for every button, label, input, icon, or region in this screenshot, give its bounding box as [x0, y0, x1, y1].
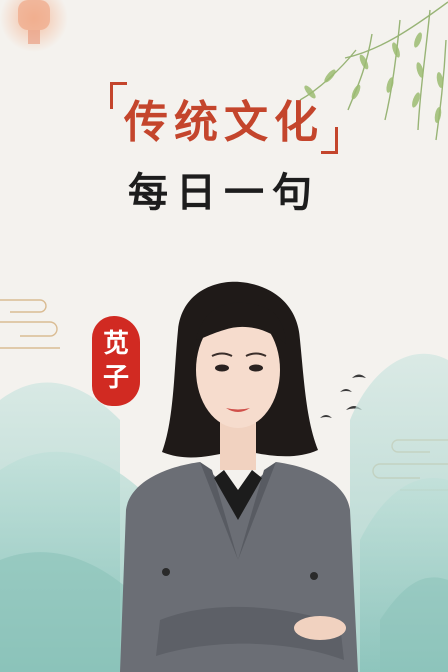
- seal-char-2: 子: [102, 363, 129, 393]
- title-area: 传统文化: [0, 78, 448, 158]
- name-seal: 苋 子: [92, 316, 140, 406]
- subtitle: 每日一句: [128, 169, 320, 216]
- main-title-text: 传统文化: [124, 97, 324, 148]
- cloud-pattern-icon: [0, 299, 60, 349]
- bracket-left: [110, 82, 127, 109]
- willow-leaves: [304, 32, 444, 123]
- seal-char-1: 苋: [102, 329, 129, 359]
- main-title: 传统文化: [106, 78, 342, 158]
- face: [196, 312, 280, 428]
- lantern-icon: [0, 0, 68, 52]
- subtitle-area: 每日一句: [0, 160, 448, 218]
- bracket-right: [321, 127, 338, 154]
